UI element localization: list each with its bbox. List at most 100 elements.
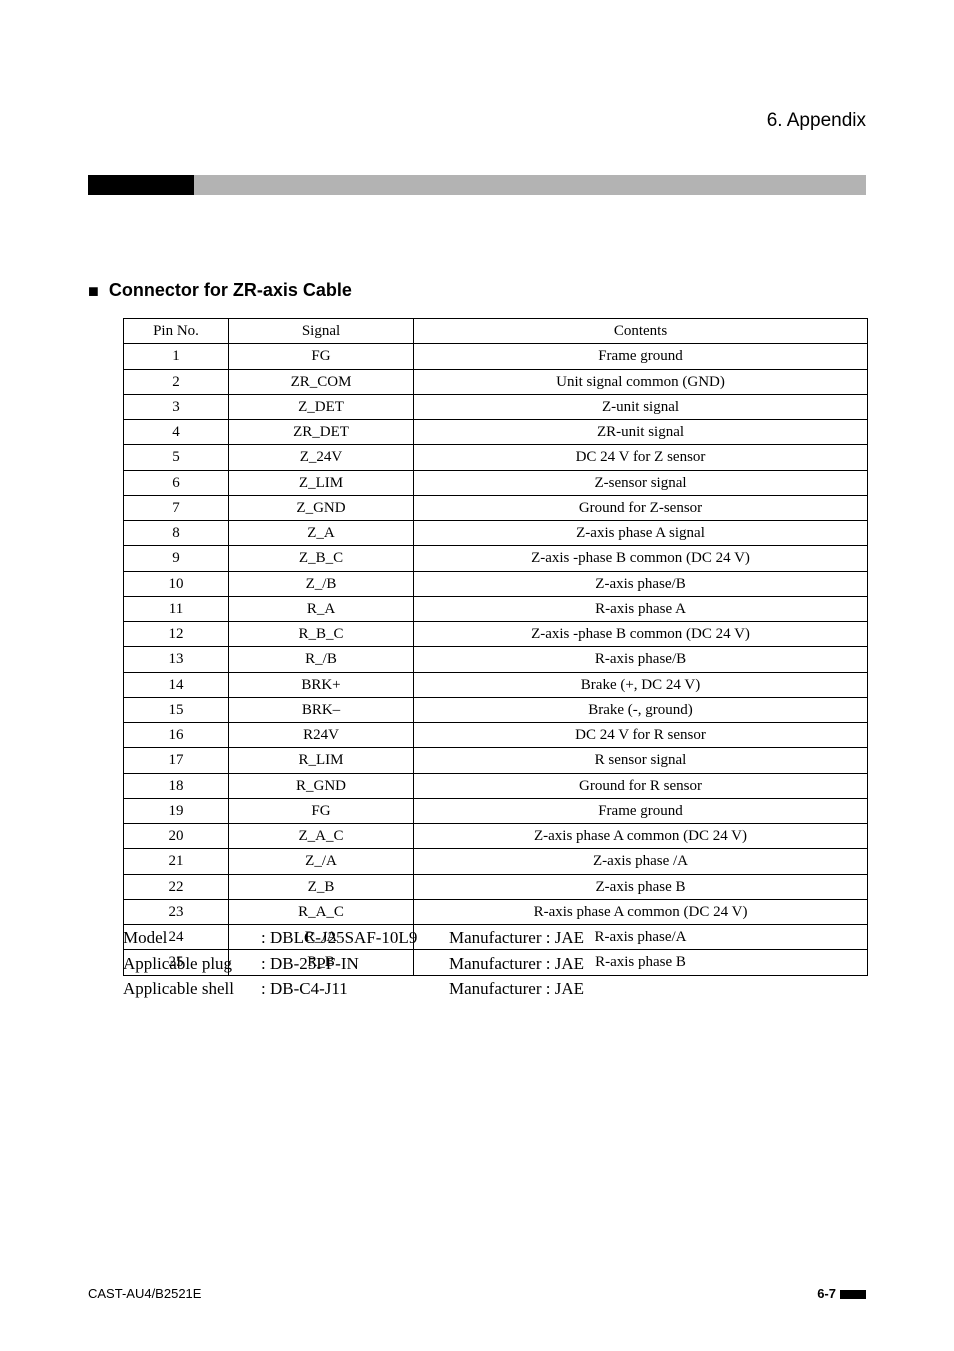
- table-row: 10Z_/BZ-axis phase/B: [124, 571, 868, 596]
- table-cell: 6: [124, 470, 229, 495]
- table-row: 23R_A_CR-axis phase A common (DC 24 V): [124, 899, 868, 924]
- table-cell: Unit signal common (GND): [414, 369, 868, 394]
- table-row: 3Z_DETZ-unit signal: [124, 394, 868, 419]
- table-cell: DC 24 V for Z sensor: [414, 445, 868, 470]
- table-row: 5Z_24VDC 24 V for Z sensor: [124, 445, 868, 470]
- table-cell: Z_/A: [229, 849, 414, 874]
- spec-manufacturer: Manufacturer : JAE: [449, 976, 619, 1002]
- table-row: 21Z_/AZ-axis phase /A: [124, 849, 868, 874]
- table-cell: R_/B: [229, 647, 414, 672]
- table-row: 19FGFrame ground: [124, 798, 868, 823]
- col-header-signal: Signal: [229, 319, 414, 344]
- specs-block: Model : DBLC-J25SAF-10L9 Manufacturer : …: [123, 925, 619, 1002]
- table-row: 4ZR_DETZR-unit signal: [124, 420, 868, 445]
- chapter-title: 6. Appendix: [767, 110, 866, 132]
- page-mark-icon: [840, 1290, 866, 1299]
- section-marker-icon: ■: [88, 281, 99, 302]
- table-cell: 8: [124, 521, 229, 546]
- table-cell: Z_LIM: [229, 470, 414, 495]
- table-cell: R_A_C: [229, 899, 414, 924]
- table-cell: R-axis phase A: [414, 596, 868, 621]
- table-row: 1FGFrame ground: [124, 344, 868, 369]
- table-cell: FG: [229, 798, 414, 823]
- spec-manufacturer: Manufacturer : JAE: [449, 925, 619, 951]
- table-cell: 17: [124, 748, 229, 773]
- spec-manufacturer: Manufacturer : JAE: [449, 951, 619, 977]
- table-cell: 22: [124, 874, 229, 899]
- table-cell: 2: [124, 369, 229, 394]
- spec-label: Applicable shell: [123, 976, 261, 1002]
- spec-row: Applicable plug : DB-25PF-IN Manufacture…: [123, 951, 619, 977]
- bar-black: [88, 175, 194, 195]
- table-cell: Frame ground: [414, 798, 868, 823]
- table-cell: R_A: [229, 596, 414, 621]
- table-cell: R24V: [229, 723, 414, 748]
- table-cell: Z-axis phase/B: [414, 571, 868, 596]
- spec-value: : DBLC-J25SAF-10L9: [261, 925, 449, 951]
- spec-label: Applicable plug: [123, 951, 261, 977]
- table-cell: 14: [124, 672, 229, 697]
- table-row: 22Z_BZ-axis phase B: [124, 874, 868, 899]
- table-cell: Frame ground: [414, 344, 868, 369]
- table-cell: ZR-unit signal: [414, 420, 868, 445]
- table-cell: 11: [124, 596, 229, 621]
- table-row: 9Z_B_CZ-axis -phase B common (DC 24 V): [124, 546, 868, 571]
- table-cell: 13: [124, 647, 229, 672]
- table-cell: Z_A: [229, 521, 414, 546]
- table-cell: 9: [124, 546, 229, 571]
- table-cell: Ground for Z-sensor: [414, 495, 868, 520]
- footer-doc-id: CAST-AU4/B2521E: [88, 1286, 201, 1301]
- table-cell: R_B_C: [229, 622, 414, 647]
- table-cell: Z-axis phase A signal: [414, 521, 868, 546]
- table-cell: 3: [124, 394, 229, 419]
- table-cell: BRK–: [229, 697, 414, 722]
- table-row: 20Z_A_CZ-axis phase A common (DC 24 V): [124, 824, 868, 849]
- table-cell: 7: [124, 495, 229, 520]
- table-row: 8Z_AZ-axis phase A signal: [124, 521, 868, 546]
- table-cell: Z_GND: [229, 495, 414, 520]
- table-cell: R_GND: [229, 773, 414, 798]
- table-row: 18R_GNDGround for R sensor: [124, 773, 868, 798]
- table-cell: 23: [124, 899, 229, 924]
- spec-value: : DB-C4-J11: [261, 976, 449, 1002]
- connector-table: Pin No. Signal Contents 1FGFrame ground2…: [123, 318, 868, 976]
- spec-row: Applicable shell : DB-C4-J11 Manufacture…: [123, 976, 619, 1002]
- table-cell: 15: [124, 697, 229, 722]
- table-row: 11R_AR-axis phase A: [124, 596, 868, 621]
- connector-table-wrap: Pin No. Signal Contents 1FGFrame ground2…: [123, 318, 868, 976]
- col-header-pin: Pin No.: [124, 319, 229, 344]
- page-number-text: 6-7: [817, 1286, 836, 1301]
- page-footer: CAST-AU4/B2521E 6-7: [88, 1286, 866, 1301]
- page: 6. Appendix ■ Connector for ZR-axis Cable…: [0, 0, 954, 1351]
- table-cell: Brake (-, ground): [414, 697, 868, 722]
- table-cell: Z_DET: [229, 394, 414, 419]
- table-cell: Z_/B: [229, 571, 414, 596]
- table-cell: R_LIM: [229, 748, 414, 773]
- spec-value: : DB-25PF-IN: [261, 951, 449, 977]
- table-cell: 16: [124, 723, 229, 748]
- table-cell: Z-axis phase A common (DC 24 V): [414, 824, 868, 849]
- table-row: 15BRK–Brake (-, ground): [124, 697, 868, 722]
- spec-label: Model: [123, 925, 261, 951]
- table-cell: Z-axis phase /A: [414, 849, 868, 874]
- table-cell: Z-unit signal: [414, 394, 868, 419]
- table-header-row: Pin No. Signal Contents: [124, 319, 868, 344]
- table-cell: Z-sensor signal: [414, 470, 868, 495]
- table-cell: 21: [124, 849, 229, 874]
- table-cell: R-axis phase A common (DC 24 V): [414, 899, 868, 924]
- section-title-text: Connector for ZR-axis Cable: [109, 280, 352, 300]
- table-row: 17R_LIMR sensor signal: [124, 748, 868, 773]
- table-row: 13R_/BR-axis phase/B: [124, 647, 868, 672]
- table-cell: DC 24 V for R sensor: [414, 723, 868, 748]
- table-cell: 18: [124, 773, 229, 798]
- table-cell: Z_A_C: [229, 824, 414, 849]
- table-row: 2ZR_COMUnit signal common (GND): [124, 369, 868, 394]
- table-cell: ZR_DET: [229, 420, 414, 445]
- table-cell: R sensor signal: [414, 748, 868, 773]
- table-row: 12R_B_CZ-axis -phase B common (DC 24 V): [124, 622, 868, 647]
- table-cell: Z-axis -phase B common (DC 24 V): [414, 622, 868, 647]
- table-cell: 12: [124, 622, 229, 647]
- table-cell: Z_24V: [229, 445, 414, 470]
- table-cell: 19: [124, 798, 229, 823]
- footer-page-number: 6-7: [817, 1286, 866, 1301]
